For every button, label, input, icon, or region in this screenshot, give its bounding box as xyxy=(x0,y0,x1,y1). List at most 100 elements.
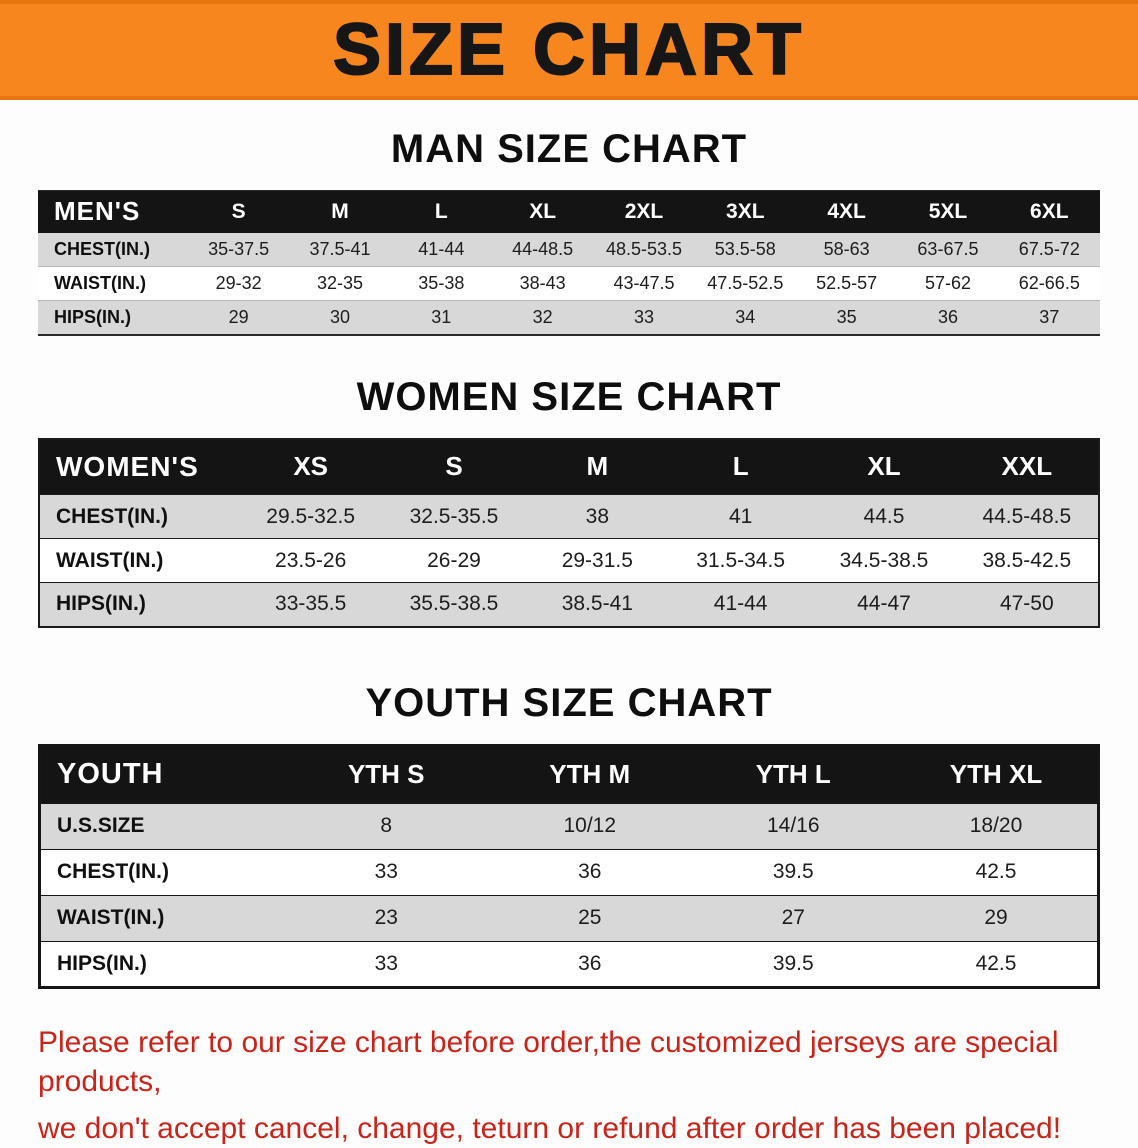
size-value-cell: 33 xyxy=(374,951,398,975)
size-value-cell: 34.5-38.5 xyxy=(839,548,929,572)
size-value-cell: 41-44 xyxy=(713,592,768,616)
size-value-cell: 67.5-72 xyxy=(1018,238,1080,259)
table-header-row: MEN'S S M L XL 2XL 3XL 4XL 5XL 6XL xyxy=(38,190,1100,233)
size-value-cell: 27 xyxy=(781,906,805,929)
size-column-header: XS xyxy=(239,438,383,495)
size-value-cell: 31 xyxy=(431,306,452,327)
size-value-cell: 25 xyxy=(578,906,602,929)
measurement-label: CHEST(IN.) xyxy=(57,860,169,883)
size-column-header: M xyxy=(525,438,669,495)
size-value-cell: 37 xyxy=(1039,306,1060,327)
disclaimer-line-2: we don't accept cancel, change, teturn o… xyxy=(38,1111,1062,1145)
size-column-header: 5XL xyxy=(897,190,999,233)
size-value-cell: 52.5-57 xyxy=(816,273,878,293)
section-women-size-chart: WOMEN SIZE CHART WOMEN'S XS S M L XL XXL CHEST(… xyxy=(0,374,1138,628)
size-value-cell: 36 xyxy=(937,306,958,327)
size-value-cell: 36 xyxy=(578,860,602,883)
size-value-cell: 58-63 xyxy=(823,238,870,259)
size-value-cell: 43-47.5 xyxy=(613,273,675,293)
measurement-label: WAIST(IN.) xyxy=(57,906,165,929)
size-value-cell: 30 xyxy=(329,306,350,327)
size-value-cell: 29.5-32.5 xyxy=(266,504,356,528)
size-value-cell: 47-50 xyxy=(999,592,1054,616)
section-youth-size-chart: YOUTH SIZE CHART YOUTH YTH S YTH M YTH L YTH… xyxy=(0,680,1138,989)
size-value-cell: 53.5-58 xyxy=(714,238,776,259)
size-value-cell: 57-62 xyxy=(924,273,971,293)
size-column-header: 6XL xyxy=(998,190,1100,233)
table-row: WAIST(IN.) 29-32 32-35 35-38 38-43 43-47.5 47.… xyxy=(38,266,1100,301)
size-column-header: 4XL xyxy=(795,190,898,233)
women-section-heading: WOMEN SIZE CHART xyxy=(356,374,782,419)
size-value-cell: 44-48.5 xyxy=(512,238,574,259)
size-column-header: 2XL xyxy=(593,190,695,233)
footer-disclaimer: Please refer to our size chart before or… xyxy=(38,1023,1100,1148)
size-value-cell: 39.5 xyxy=(772,860,814,883)
size-value-cell: 38 xyxy=(585,504,609,528)
size-value-cell: 23.5-26 xyxy=(275,548,347,572)
size-column-header: YTH XL xyxy=(895,745,1099,803)
size-value-cell: 29-32 xyxy=(215,273,262,293)
size-column-header: L xyxy=(390,190,492,233)
size-value-cell: 26-29 xyxy=(427,548,481,572)
size-column-header: XXL xyxy=(955,438,1099,495)
size-column-header: L xyxy=(668,438,813,495)
size-value-cell: 32 xyxy=(532,306,553,327)
size-column-header: YTH M xyxy=(488,745,692,803)
measurement-label: U.S.SIZE xyxy=(57,814,145,837)
size-value-cell: 44.5-48.5 xyxy=(982,504,1072,528)
measurement-label: HIPS(IN.) xyxy=(57,951,147,975)
size-column-header: XL xyxy=(812,438,956,495)
size-value-cell: 44.5 xyxy=(863,504,905,528)
youth-section-heading: YOUTH SIZE CHART xyxy=(365,680,773,725)
size-value-cell: 18/20 xyxy=(969,814,1023,837)
size-value-cell: 33-35.5 xyxy=(275,592,347,616)
size-value-cell: 48.5-53.5 xyxy=(605,238,682,259)
disclaimer-line-1: Please refer to our size chart before or… xyxy=(38,1025,1059,1098)
measurement-label: WAIST(IN.) xyxy=(56,548,164,572)
size-table: MEN'S S M L XL 2XL 3XL 4XL 5XL 6XL CHEST(IN.) 35-37… xyxy=(38,190,1100,336)
size-value-cell: 62-66.5 xyxy=(1018,273,1080,293)
size-value-cell: 35 xyxy=(836,306,857,327)
size-value-cell: 47.5-52.5 xyxy=(707,273,784,293)
size-column-header: 3XL xyxy=(694,190,796,233)
size-value-cell: 32-35 xyxy=(316,273,364,293)
size-value-cell: 38.5-41 xyxy=(561,592,633,616)
size-value-cell: 35-37.5 xyxy=(208,238,270,259)
table-corner-label: MEN'S xyxy=(38,190,188,233)
size-value-cell: 23 xyxy=(374,906,398,929)
table-row: CHEST(IN.) 35-37.5 37.5-41 41-44 44-48.5 48.5… xyxy=(38,232,1100,267)
men-size-table: MEN'S S M L XL 2XL 3XL 4XL 5XL 6XL CHEST(IN.) 35-37… xyxy=(38,190,1100,336)
size-value-cell: 29-31.5 xyxy=(561,548,633,572)
measurement-label: WAIST(IN.) xyxy=(54,273,146,293)
size-column-header: S xyxy=(188,190,290,233)
section-men-size-chart: MAN SIZE CHART MEN'S S M L XL 2XL 3XL 4XL 5XL 6XL… xyxy=(0,126,1138,336)
measurement-label: HIPS(IN.) xyxy=(56,592,146,616)
size-value-cell: 42.5 xyxy=(975,860,1017,883)
size-value-cell: 8 xyxy=(380,814,393,837)
size-value-cell: 14/16 xyxy=(766,814,820,837)
measurement-label: CHEST(IN.) xyxy=(54,238,150,259)
table-row: HIPS(IN.) 33 36 39.5 42.5 xyxy=(39,941,1099,987)
men-section-heading: MAN SIZE CHART xyxy=(390,127,748,171)
table-row: WAIST(IN.) 23 25 27 29 xyxy=(39,895,1099,941)
size-column-header: S xyxy=(382,438,526,495)
size-value-cell: 37.5-41 xyxy=(309,238,371,259)
size-value-cell: 29 xyxy=(984,906,1008,929)
youth-size-table: YOUTH YTH S YTH M YTH L YTH XL U.S.SIZE 8 10/12… xyxy=(38,743,1100,989)
size-value-cell: 29 xyxy=(228,306,249,327)
size-value-cell: 39.5 xyxy=(772,951,814,975)
table-row: HIPS(IN.) 29 30 31 32 33 34 35 36 37 xyxy=(38,300,1100,335)
size-value-cell: 35-38 xyxy=(418,273,465,293)
measurement-label: HIPS(IN.) xyxy=(54,306,132,327)
table-row: CHEST(IN.) 29.5-32.5 32.5-35.5 38 41 44.5 44.5… xyxy=(39,494,1099,539)
table-corner-label: YOUTH xyxy=(39,745,285,803)
table-corner-label: WOMEN'S xyxy=(39,438,239,495)
size-value-cell: 38.5-42.5 xyxy=(982,548,1072,572)
size-column-header: XL xyxy=(491,190,594,233)
size-value-cell: 31.5-34.5 xyxy=(696,548,786,572)
size-value-cell: 32.5-35.5 xyxy=(409,504,499,528)
size-value-cell: 44-47 xyxy=(857,592,911,616)
size-table: YOUTH YTH S YTH M YTH L YTH XL U.S.SIZE 8 10/12… xyxy=(38,743,1100,989)
size-column-header: YTH S xyxy=(284,745,488,803)
